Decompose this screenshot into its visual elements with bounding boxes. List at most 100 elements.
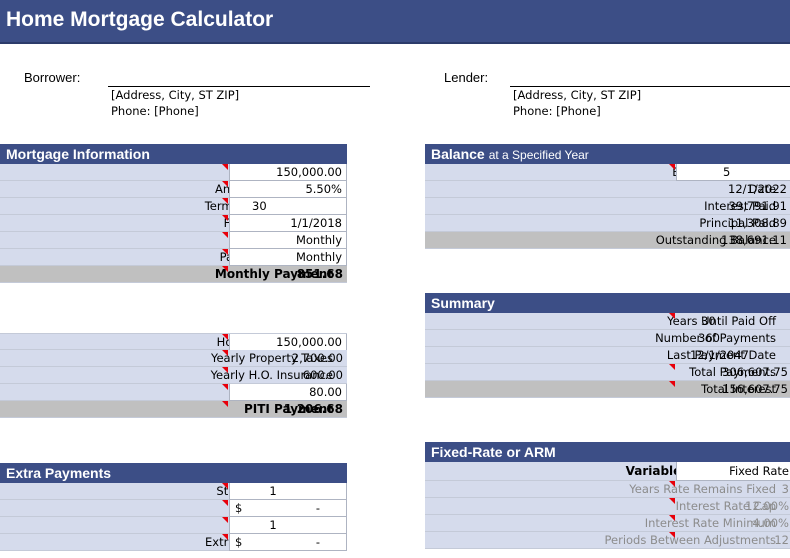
arm-panel: Fixed-Rate or ARM Variable or Fixed Rate… — [425, 442, 790, 549]
number-of-payments-label: Number of Payments — [655, 331, 776, 345]
interest-paid-value: 39,791.91 — [728, 199, 787, 213]
periods-between-adjustments-input[interactable]: 12 — [676, 532, 790, 549]
ho-insurance-value[interactable]: 600.00 — [302, 368, 343, 382]
lender-address[interactable]: [Address, City, ST ZIP] — [513, 88, 642, 102]
comment-marker-icon[interactable] — [222, 500, 228, 506]
interest-rate-input[interactable]: 5.50% — [229, 181, 347, 198]
comment-marker-icon[interactable] — [669, 164, 675, 170]
monthly-payment-value: 851.68 — [296, 267, 343, 281]
lender-name-field[interactable] — [510, 86, 790, 87]
first-payment-date-row: First Payment Date 1/1/2018 — [0, 215, 347, 232]
outstanding-balance-row: Outstanding Balance 138,691.11 — [425, 232, 790, 249]
monthly-payment-label: Monthly Payment — [214, 267, 333, 281]
comment-marker-icon[interactable] — [222, 249, 228, 255]
total-interest-row: Total Interest 156,607.75 — [425, 381, 790, 398]
comment-marker-icon[interactable] — [222, 232, 228, 238]
property-taxes-row: Yearly Property Taxes 2,700.00 — [0, 350, 347, 367]
comment-marker-icon[interactable] — [669, 313, 675, 319]
comment-marker-icon[interactable] — [669, 381, 675, 387]
lender-phone[interactable]: Phone: [Phone] — [513, 104, 601, 118]
number-of-payments-value: 360 — [698, 331, 720, 345]
comment-marker-icon[interactable] — [669, 515, 675, 521]
extra-annual-payment-value: - — [315, 535, 320, 549]
mortgage-information-header: Mortgage Information — [0, 144, 347, 164]
property-taxes-label: Yearly Property Taxes — [210, 351, 333, 365]
borrower-name-field[interactable] — [108, 86, 370, 87]
balance-year-row: Balance at Year ... 5 — [425, 164, 790, 181]
summary-panel: Summary Years Until Paid Off 30 Number o… — [425, 293, 790, 398]
summary-header: Summary — [425, 293, 790, 313]
start-payment-input[interactable]: 1 — [229, 483, 347, 500]
first-payment-date-input[interactable]: 1/1/2018 — [229, 215, 347, 232]
comment-marker-icon[interactable] — [669, 481, 675, 487]
comment-marker-icon[interactable] — [222, 384, 228, 390]
total-payments-row: Total Payments 306,607.75 — [425, 364, 790, 381]
balance-date-value: 12/1/2022 — [728, 182, 787, 196]
ho-insurance-row: Yearly H.O. Insurance 600.00 — [0, 367, 347, 384]
number-of-payments-row: Number of Payments 360 — [425, 330, 790, 347]
comment-marker-icon[interactable] — [222, 181, 228, 187]
comment-marker-icon[interactable] — [222, 534, 228, 540]
comment-marker-icon[interactable] — [222, 215, 228, 221]
last-payment-date-label: Last Payment Date — [666, 348, 776, 362]
comment-marker-icon[interactable] — [669, 498, 675, 504]
comment-marker-icon[interactable] — [222, 401, 228, 407]
balance-header-subtitle: at a Specified Year — [488, 148, 589, 162]
monthly-pmi-row: Monthly PMI 80.00 — [0, 384, 347, 401]
currency-symbol: $ — [235, 501, 243, 515]
years-until-paid-row: Years Until Paid Off 30 — [425, 313, 790, 330]
comment-marker-icon[interactable] — [222, 266, 228, 272]
page-title: Home Mortgage Calculator — [6, 8, 274, 31]
comment-marker-icon[interactable] — [222, 198, 228, 204]
monthly-pmi-input[interactable]: 80.00 — [229, 384, 347, 401]
comment-marker-icon[interactable] — [222, 164, 228, 170]
periods-between-adjustments-label: Periods Between Adjustments — [604, 533, 777, 547]
extra-payments-panel: Extra Payments Start at Payment No 1 Ext… — [0, 463, 347, 551]
interest-rate-minimum-row: Interest Rate Minimum 4.00% — [425, 515, 790, 532]
balance-header-title: Balance — [431, 146, 485, 162]
balance-date-row: Date 12/1/2022 — [425, 181, 790, 198]
years-until-paid-value: 30 — [701, 314, 716, 328]
borrower-phone[interactable]: Phone: [Phone] — [111, 104, 199, 118]
balance-year-input[interactable]: 5 — [676, 164, 790, 181]
monthly-payment-row: Monthly Payment 851.68 — [0, 266, 347, 283]
balance-header: Balance at a Specified Year — [425, 144, 790, 164]
comment-marker-icon[interactable] — [222, 367, 228, 373]
comment-marker-icon[interactable] — [669, 364, 675, 370]
extra-annual-payment-row: Extra Annual Payment $ - — [0, 534, 347, 551]
comment-marker-icon[interactable] — [222, 517, 228, 523]
compound-period-select[interactable]: Monthly — [229, 232, 347, 249]
interest-rate-cap-input[interactable]: 12.00% — [676, 498, 790, 515]
comment-marker-icon[interactable] — [222, 334, 228, 340]
interest-rate-minimum-input[interactable]: 4.00% — [676, 515, 790, 532]
extra-payments-header: Extra Payments — [0, 463, 347, 483]
start-payment-row: Start at Payment No 1 — [0, 483, 347, 500]
balance-date-label: Date — [748, 182, 777, 196]
comment-marker-icon[interactable] — [222, 483, 228, 489]
payment-frequency-select[interactable]: Monthly — [229, 249, 347, 266]
home-value-input[interactable]: 150,000.00 — [229, 334, 347, 351]
years-rate-fixed-input[interactable]: 3 — [676, 481, 790, 498]
ho-insurance-label: Yearly H.O. Insurance — [210, 368, 333, 382]
term-length-input[interactable]: 30 — [229, 198, 347, 215]
loan-amount-input[interactable]: 150,000.00 — [229, 164, 347, 181]
extra-payment-input[interactable]: $ - — [229, 500, 347, 517]
total-payments-label: Total Payments — [689, 365, 776, 379]
periods-between-adjustments-row: Periods Between Adjustments 12 — [425, 532, 790, 549]
extra-payment-row: Extra Payment $ - — [0, 500, 347, 517]
comment-marker-icon[interactable] — [222, 350, 228, 356]
interest-rate-minimum-label: Interest Rate Minimum — [644, 516, 776, 530]
principal-paid-row: Principal Paid 11,308.89 — [425, 215, 790, 232]
borrower-label: Borrower: — [24, 70, 81, 85]
comment-marker-icon[interactable] — [669, 532, 675, 538]
extra-annual-payment-input[interactable]: $ - — [229, 534, 347, 551]
payment-interval-input[interactable]: 1 — [229, 517, 347, 534]
rate-type-select[interactable]: Fixed Rate — [676, 462, 790, 481]
property-taxes-value[interactable]: 2,700.00 — [291, 351, 343, 365]
loan-amount-row: Loan Amount 150,000.00 — [0, 164, 347, 181]
piti-payment-label: PITI Payment — [243, 402, 333, 416]
years-rate-fixed-row: Years Rate Remains Fixed 3 — [425, 481, 790, 498]
borrower-address[interactable]: [Address, City, ST ZIP] — [111, 88, 240, 102]
interest-paid-label: Interest Paid — [704, 199, 776, 213]
